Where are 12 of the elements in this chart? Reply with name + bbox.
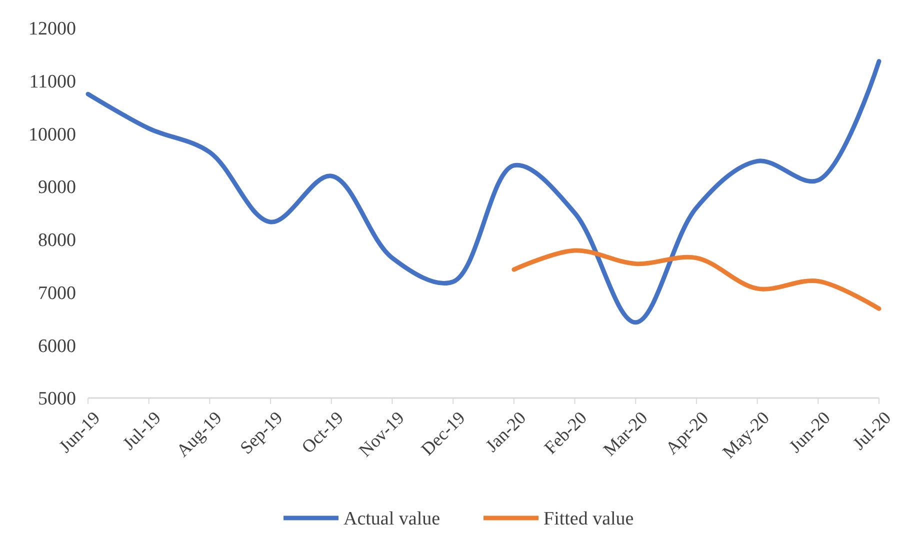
legend-label: Fitted value <box>544 508 634 530</box>
line-series <box>86 59 882 325</box>
y-tick-label: 5000 <box>38 388 76 410</box>
line-series <box>512 248 882 311</box>
legend-label: Actual value <box>344 508 440 530</box>
y-tick-label: 6000 <box>38 336 76 357</box>
y-tick-label: 7000 <box>38 282 76 304</box>
y-tick-label: 9000 <box>38 177 76 198</box>
y-tick-label: 12000 <box>28 18 76 40</box>
y-tick-label: 10000 <box>28 124 76 146</box>
y-tick-label: 8000 <box>38 230 76 252</box>
y-tick-label: 11000 <box>29 72 76 93</box>
